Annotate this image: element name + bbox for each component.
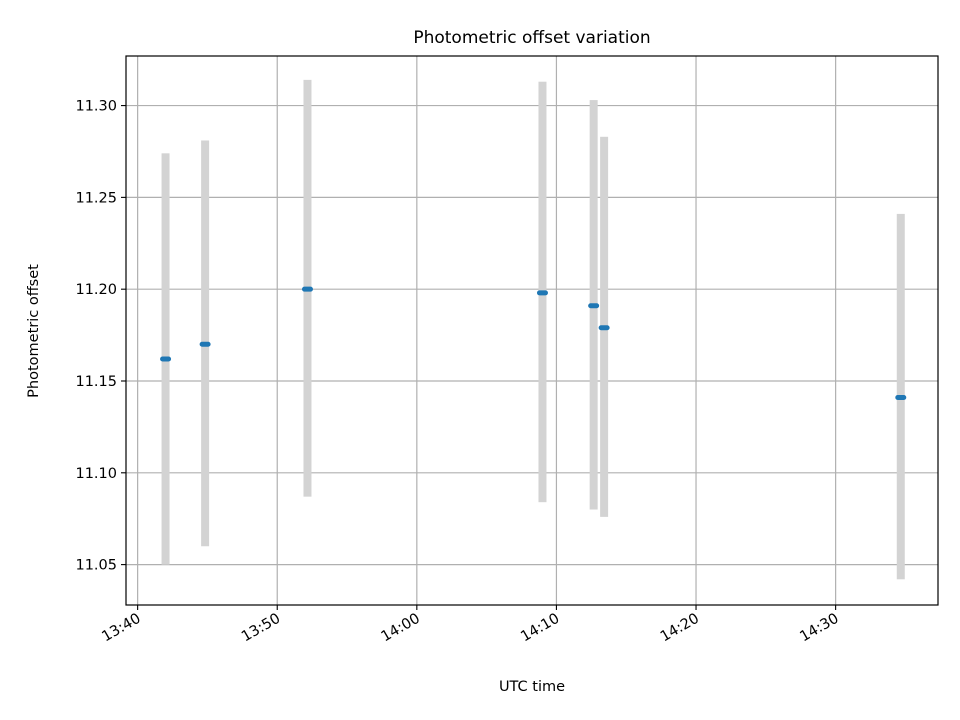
data-point bbox=[199, 341, 211, 347]
data-point bbox=[895, 395, 907, 401]
x-tick-label: 14:30 bbox=[797, 611, 841, 646]
x-tick-label: 14:20 bbox=[658, 611, 702, 646]
y-tick-label: 11.15 bbox=[75, 374, 117, 390]
data-point bbox=[598, 325, 610, 331]
y-tick-label: 11.30 bbox=[75, 99, 117, 115]
y-tick-label: 11.10 bbox=[75, 466, 117, 482]
y-tick-label: 11.25 bbox=[75, 190, 117, 206]
data-point bbox=[588, 303, 600, 309]
x-tick-label: 14:00 bbox=[379, 611, 423, 646]
chart-title: Photometric offset variation bbox=[413, 28, 650, 48]
x-tick-label: 13:50 bbox=[239, 611, 283, 646]
x-axis-label: UTC time bbox=[499, 679, 565, 695]
grid bbox=[126, 56, 938, 605]
data-point bbox=[536, 290, 548, 296]
x-tick-label: 13:40 bbox=[99, 611, 143, 646]
data-layer bbox=[160, 79, 907, 580]
data-point bbox=[301, 286, 313, 292]
plot-background bbox=[126, 56, 938, 605]
y-tick-label: 11.20 bbox=[75, 282, 117, 298]
data-point bbox=[160, 356, 172, 362]
plot-frame bbox=[125, 55, 939, 606]
y-axis-label: Photometric offset bbox=[26, 264, 42, 398]
x-tick-label: 14:10 bbox=[518, 611, 562, 646]
y-tick-label: 11.05 bbox=[75, 558, 117, 574]
